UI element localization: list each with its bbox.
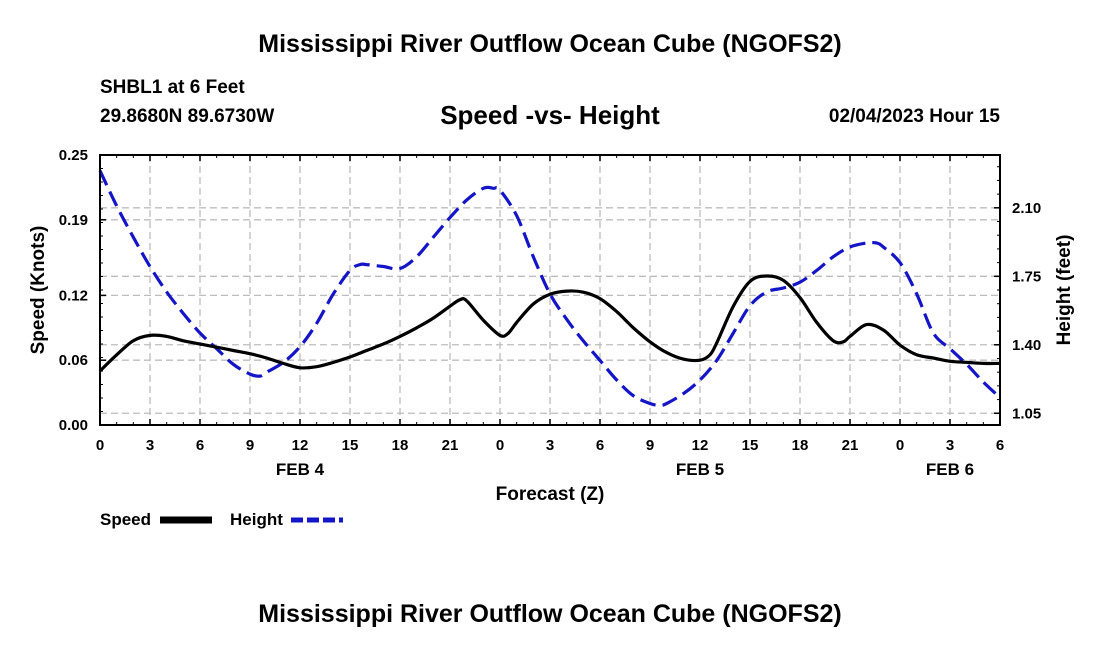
legend: Speed Height xyxy=(100,510,343,529)
y-right-tick-label: 1.05 xyxy=(1012,405,1041,422)
height-series-line xyxy=(98,170,1002,407)
x-tick-label: 3 xyxy=(146,437,154,454)
x-tick-label: 6 xyxy=(196,437,204,454)
y-left-tick-label: 0.00 xyxy=(59,417,88,434)
legend-height-label: Height xyxy=(230,510,283,529)
forecast-datetime: 02/04/2023 Hour 15 xyxy=(828,106,1000,127)
x-tick-label: 15 xyxy=(342,437,359,454)
legend-speed-label: Speed xyxy=(100,510,151,529)
x-tick-label: 3 xyxy=(546,437,554,454)
x-tick-label: 6 xyxy=(596,437,604,454)
x-tick-label: 21 xyxy=(442,437,459,454)
x-tick-label: 18 xyxy=(392,437,409,454)
x-tick-label: 9 xyxy=(646,437,654,454)
bottom-title: Mississippi River Outflow Ocean Cube (NG… xyxy=(258,600,842,628)
y-right-tick-label: 1.40 xyxy=(1012,337,1041,354)
main-title: Mississippi River Outflow Ocean Cube (NG… xyxy=(258,30,842,58)
chart-subtitle: Speed -vs- Height xyxy=(440,100,660,130)
x-tick-label: 12 xyxy=(692,437,709,454)
x-tick-label: 9 xyxy=(246,437,254,454)
y-axis-left-label: Speed (Knots) xyxy=(28,226,49,355)
series-layer xyxy=(98,170,1002,407)
date-label: FEB 5 xyxy=(676,460,724,479)
y-left-tick-label: 0.19 xyxy=(59,212,88,229)
x-tick-label: 0 xyxy=(896,437,904,454)
x-tick-label: 18 xyxy=(792,437,809,454)
x-tick-label: 0 xyxy=(496,437,504,454)
x-tick-label: 3 xyxy=(946,437,954,454)
x-tick-label: 0 xyxy=(96,437,104,454)
y-left-tick-label: 0.12 xyxy=(59,287,88,304)
y-axis-right-label: Height (feet) xyxy=(1054,235,1075,346)
x-tick-label: 21 xyxy=(842,437,859,454)
station-coordinates: 29.8680N 89.6730W xyxy=(100,106,275,127)
x-tick-label: 6 xyxy=(996,437,1004,454)
axes: 0 3 6 9 12 15 18 21 0 3 6 9 12 15 18 21 0 3 6 FEB 4 FEB 5 FEB… xyxy=(59,147,1041,479)
y-right-tick-label: 1.75 xyxy=(1012,268,1041,285)
y-left-tick-label: 0.06 xyxy=(59,352,88,369)
y-right-tick-label: 2.10 xyxy=(1012,200,1041,217)
station-label: SHBL1 at 6 Feet xyxy=(100,77,245,98)
y-left-tick-label: 0.25 xyxy=(59,147,88,164)
speed-series-line xyxy=(98,274,1001,373)
grid xyxy=(100,155,1000,425)
x-tick-label: 15 xyxy=(742,437,759,454)
date-label: FEB 6 xyxy=(926,460,974,479)
date-label: FEB 4 xyxy=(276,460,325,479)
x-axis-label: Forecast (Z) xyxy=(496,484,605,505)
x-tick-label: 12 xyxy=(292,437,309,454)
